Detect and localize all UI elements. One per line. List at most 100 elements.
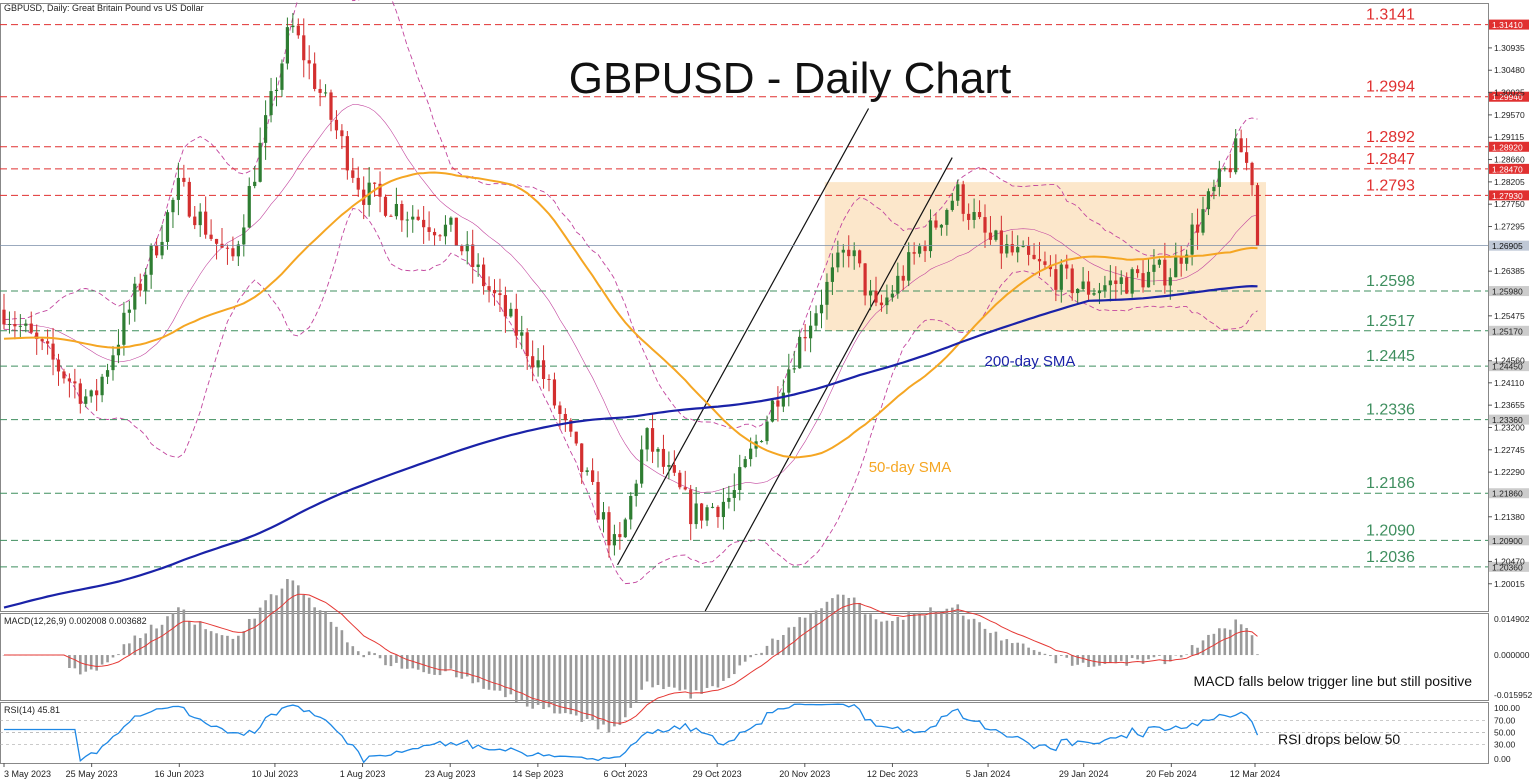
candle-body bbox=[144, 274, 148, 291]
candle-body bbox=[149, 245, 153, 275]
candle-body bbox=[961, 184, 965, 214]
macd-bar bbox=[651, 655, 654, 688]
macd-bar bbox=[1010, 643, 1014, 656]
candle-body bbox=[1076, 288, 1080, 294]
macd-bar bbox=[929, 607, 932, 656]
macd-bar bbox=[814, 610, 818, 656]
level-label-6: 1.2517 bbox=[1366, 313, 1415, 330]
macd-bar bbox=[242, 631, 246, 656]
macd-bar bbox=[1098, 655, 1101, 666]
price-tick-label: 1.29115 bbox=[1494, 132, 1524, 142]
candle-body bbox=[487, 286, 491, 291]
candle-body bbox=[280, 63, 284, 90]
macd-bar bbox=[874, 619, 878, 656]
macd-bar bbox=[324, 611, 327, 656]
candle-body bbox=[1201, 209, 1205, 233]
level-tag-text-1: 1.29940 bbox=[1492, 92, 1523, 102]
candle-body bbox=[307, 60, 311, 64]
symbol-header: GBPUSD, Daily: Great Britain Pound vs US… bbox=[4, 3, 204, 13]
candle-body bbox=[956, 184, 960, 201]
date-tick-label: 29 Oct 2023 bbox=[693, 769, 742, 779]
candle-body bbox=[759, 441, 764, 443]
macd-bar bbox=[89, 655, 93, 670]
date-tick-label: 23 Aug 2023 bbox=[425, 769, 476, 779]
macd-bar bbox=[1223, 628, 1227, 656]
level-tag-5 bbox=[1489, 286, 1529, 297]
candle-body bbox=[667, 465, 671, 467]
macd-bar bbox=[509, 655, 513, 695]
macd-bar bbox=[1070, 655, 1074, 666]
candle-body bbox=[405, 219, 409, 221]
candle-body bbox=[569, 420, 573, 432]
macd-bar bbox=[1021, 643, 1025, 656]
candle-body bbox=[214, 238, 219, 244]
candle-body bbox=[580, 443, 584, 472]
candle-body bbox=[716, 506, 720, 518]
macd-bar bbox=[771, 638, 774, 656]
macd-bar bbox=[220, 635, 224, 656]
candle-body bbox=[13, 324, 17, 327]
macd-bar bbox=[389, 655, 393, 667]
candle-body bbox=[661, 448, 666, 467]
macd-bar bbox=[1158, 655, 1161, 656]
macd-bar bbox=[177, 607, 180, 656]
date-tick-label: 20 Feb 2024 bbox=[1146, 769, 1197, 779]
macd-bar bbox=[569, 655, 573, 715]
candle-body bbox=[373, 182, 377, 184]
candle-body bbox=[7, 324, 12, 326]
macd-bar bbox=[438, 655, 442, 676]
candle-body bbox=[236, 244, 240, 257]
candle-body bbox=[776, 400, 780, 407]
level-label-7: 1.2445 bbox=[1366, 348, 1415, 365]
candle-body bbox=[291, 25, 295, 28]
macd-bar bbox=[422, 655, 425, 673]
rsi-tick-label: 50.00 bbox=[1494, 728, 1516, 738]
macd-bar bbox=[1179, 655, 1183, 658]
candle-body bbox=[1125, 277, 1129, 294]
macd-bar bbox=[912, 613, 916, 656]
macd-bar bbox=[384, 655, 387, 666]
macd-bar bbox=[144, 633, 147, 656]
candle-body bbox=[24, 323, 28, 326]
macd-bar bbox=[869, 614, 872, 656]
candle-body bbox=[253, 181, 257, 187]
macd-label: MACD(12,26,9) 0.002008 0.003682 bbox=[4, 616, 147, 626]
chart-title: GBPUSD - Daily Chart bbox=[569, 54, 1012, 103]
candle-body bbox=[607, 512, 611, 546]
candle-body bbox=[689, 489, 693, 525]
candle-body bbox=[449, 217, 453, 225]
date-tick-label: 10 Jul 2023 bbox=[252, 769, 299, 779]
macd-bar bbox=[335, 626, 338, 656]
macd-bar bbox=[269, 594, 273, 656]
candle-body bbox=[296, 25, 300, 36]
candle-body bbox=[694, 503, 698, 525]
candle-body bbox=[819, 304, 824, 314]
macd-bar bbox=[193, 624, 197, 656]
level-tag-3 bbox=[1489, 163, 1529, 174]
candle-body bbox=[705, 507, 709, 521]
macd-bar bbox=[1136, 655, 1139, 660]
macd-bar bbox=[198, 621, 202, 656]
candle-body bbox=[885, 297, 889, 306]
macd-bar bbox=[918, 612, 921, 656]
macd-bar bbox=[656, 655, 660, 685]
macd-bar bbox=[934, 611, 938, 656]
candle-body bbox=[411, 216, 415, 220]
candle-body bbox=[394, 203, 398, 217]
level-label-10: 1.2090 bbox=[1366, 522, 1415, 539]
macd-bar bbox=[749, 655, 752, 658]
date-tick-label: 3 May 2023 bbox=[4, 769, 51, 779]
macd-bar bbox=[580, 655, 583, 722]
panel-frame-0 bbox=[0, 3, 1489, 612]
level-tag-0 bbox=[1489, 19, 1529, 30]
macd-bar bbox=[400, 655, 404, 669]
macd-panel bbox=[2, 579, 1259, 733]
candle-body bbox=[721, 501, 725, 518]
macd-bar bbox=[624, 655, 627, 718]
rsi-line bbox=[4, 703, 1259, 764]
candle-body bbox=[29, 323, 33, 333]
candle-body bbox=[558, 405, 562, 414]
candle-body bbox=[727, 497, 731, 502]
macd-bar bbox=[149, 624, 153, 656]
